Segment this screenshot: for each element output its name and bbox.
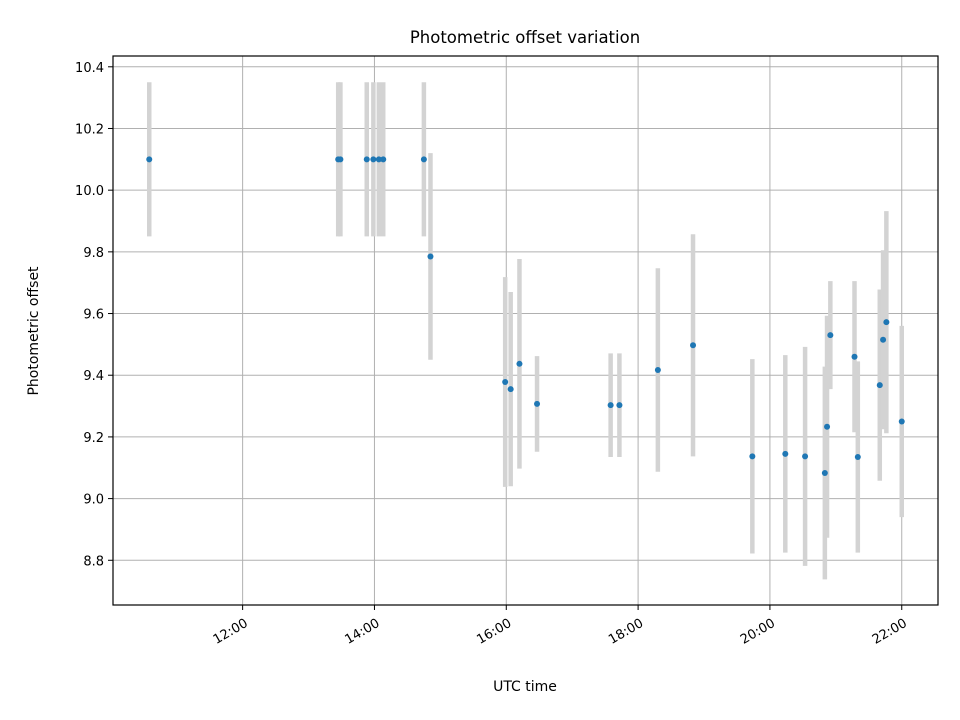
data-point — [824, 423, 831, 430]
chart-title: Photometric offset variation — [410, 28, 640, 47]
data-point — [782, 450, 789, 457]
data-point — [370, 156, 377, 163]
plot-area-frame — [112, 55, 939, 606]
y-axis-ticks: 8.8 9.0 9.2 9.4 9.6 9.8 10.0 10.2 10.4 — [75, 61, 113, 569]
data-point — [827, 332, 834, 339]
y-tick-label: 9.2 — [83, 431, 104, 446]
y-tick-label: 9.8 — [83, 246, 104, 261]
data-point — [654, 366, 661, 373]
data-point — [363, 156, 370, 163]
data-point — [427, 253, 434, 260]
data-point — [898, 418, 905, 425]
y-tick-label: 8.8 — [83, 554, 104, 569]
data-point — [802, 453, 809, 460]
data-point — [749, 453, 756, 460]
data-point — [883, 319, 890, 326]
y-axis-label: Photometric offset — [26, 266, 42, 396]
data-points — [146, 156, 905, 476]
y-tick-label: 10.4 — [75, 61, 104, 76]
data-point — [420, 156, 427, 163]
data-point — [337, 156, 344, 163]
data-point — [380, 156, 387, 163]
data-point — [880, 336, 887, 343]
data-point — [534, 400, 541, 407]
data-point — [616, 402, 623, 409]
data-point — [502, 379, 509, 386]
y-tick-label: 9.6 — [83, 308, 104, 323]
x-axis-label: UTC time — [493, 679, 557, 695]
data-point — [607, 402, 614, 409]
data-point — [821, 469, 828, 476]
data-point — [507, 386, 514, 393]
data-point — [876, 382, 883, 389]
data-point — [854, 453, 861, 460]
y-tick-label: 9.0 — [83, 493, 104, 508]
y-tick-label: 10.0 — [75, 184, 104, 199]
y-tick-label: 9.4 — [83, 369, 104, 384]
data-point — [851, 353, 858, 360]
data-point — [146, 156, 153, 163]
y-tick-label: 10.2 — [75, 122, 104, 137]
data-point — [375, 156, 382, 163]
data-point — [690, 342, 697, 349]
data-point — [516, 360, 523, 367]
